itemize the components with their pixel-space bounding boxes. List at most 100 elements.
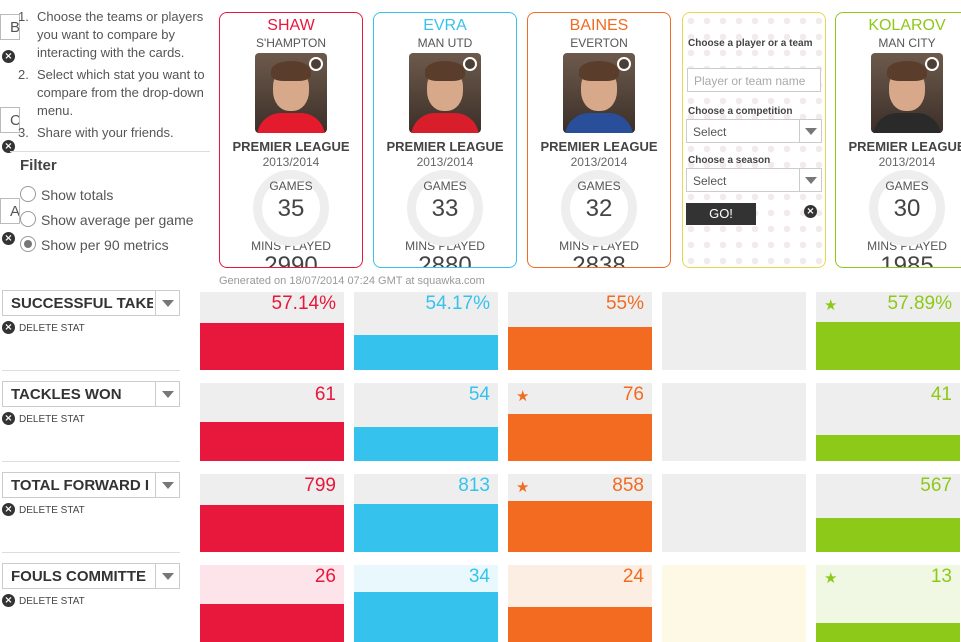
stat-value: 567 (920, 475, 952, 496)
mins-label: MINS PLAYED (251, 239, 331, 253)
radio-button[interactable] (20, 211, 36, 228)
chevron-down-icon[interactable] (155, 473, 179, 497)
player-name: SHAW (267, 17, 315, 34)
stat-select-label: SUCCESSFUL TAKE (11, 295, 153, 312)
player-card-kolarov[interactable]: KOLAROV MAN CITY PREMIER LEAGUE 2013/2014 GA… (835, 12, 961, 268)
mins-value: 2990 (264, 252, 318, 268)
hair-shape (425, 61, 465, 81)
instruction-step: 1. Choose the teams or players you want t… (18, 9, 204, 60)
stat-select[interactable]: FOULS COMMITTE (2, 563, 180, 589)
swap-icon[interactable] (309, 57, 323, 71)
season-text: 2013/2014 (570, 155, 628, 169)
delete-stat-button[interactable]: × DELETE STAT (2, 412, 85, 426)
stat-cell: 813 (354, 474, 498, 552)
player-name: EVRA (423, 17, 467, 34)
filter-option-totals[interactable]: Show totals (20, 186, 113, 204)
stat-cell: 799 (200, 474, 344, 552)
stat-select-label: TOTAL FORWARD I (11, 477, 150, 494)
stat-bar (200, 505, 344, 552)
left-dropdown-3[interactable]: A (0, 198, 20, 224)
player-card-evra[interactable]: EVRA MAN UTD PREMIER LEAGUE 2013/2014 GAMES 3… (373, 12, 517, 268)
row-divider (2, 461, 180, 462)
radio-button[interactable] (20, 186, 36, 203)
delete-stat-button[interactable]: × DELETE STAT (2, 321, 85, 335)
stat-value: 76 (622, 384, 644, 405)
hair-shape (579, 61, 619, 81)
competition-select[interactable]: Select (686, 119, 822, 143)
player-photo (563, 53, 635, 133)
stat-select[interactable]: TACKLES WON (2, 381, 180, 407)
player-card-shaw[interactable]: SHAW S'HAMPTON PREMIER LEAGUE 2013/2014 GAME… (219, 12, 363, 268)
player-card-baines[interactable]: BAINES EVERTON PREMIER LEAGUE 2013/2014 GAME… (527, 12, 671, 268)
games-value: 35 (277, 195, 305, 222)
close-icon[interactable]: × (2, 412, 15, 425)
delete-stat-label: DELETE STAT (19, 414, 85, 425)
player-search-input[interactable]: Player or team name (687, 68, 821, 92)
row-divider (2, 552, 180, 553)
delete-stat-button[interactable]: × DELETE STAT (2, 503, 85, 517)
stat-value: 61 (314, 384, 336, 405)
games-label: GAMES (269, 179, 313, 193)
swap-icon[interactable] (925, 57, 939, 71)
close-icon[interactable]: × (2, 140, 15, 153)
close-icon[interactable]: × (2, 503, 15, 516)
player-photo (871, 53, 943, 133)
mins-value: 2838 (572, 252, 626, 268)
stat-select[interactable]: TOTAL FORWARD I (2, 472, 180, 498)
left-dropdown-1[interactable]: B (0, 14, 20, 40)
stat-bar (816, 623, 960, 642)
filter-option-average[interactable]: Show average per game (20, 211, 194, 229)
chevron-down-icon[interactable] (799, 169, 821, 191)
radio-button-selected[interactable] (20, 236, 36, 253)
chevron-down-icon[interactable] (155, 291, 179, 315)
competition-name: PREMIER LEAGUE (540, 139, 658, 154)
stat-value: 57.89% (887, 293, 952, 314)
stat-select[interactable]: SUCCESSFUL TAKE (2, 290, 180, 316)
chevron-down-icon[interactable] (155, 382, 179, 406)
stat-cell (662, 383, 806, 461)
stat-cell: 61 (200, 383, 344, 461)
close-icon[interactable]: × (2, 232, 15, 245)
stat-bar (816, 435, 960, 461)
stat-value: 54.17% (425, 293, 490, 314)
chevron-down-icon[interactable] (155, 564, 179, 588)
chevron-down-icon[interactable] (799, 120, 821, 142)
stat-value: 41 (930, 384, 952, 405)
season-select[interactable]: Select (686, 168, 822, 192)
games-value: 32 (585, 195, 613, 222)
competition-name: PREMIER LEAGUE (386, 139, 504, 154)
stat-bar (508, 414, 652, 461)
shirt-shape (565, 113, 633, 133)
ring-shape (253, 170, 329, 246)
left-dropdown-2[interactable]: C (0, 107, 20, 133)
ring-shape (407, 170, 483, 246)
filter-option-per90[interactable]: Show per 90 metrics (20, 236, 169, 254)
stat-bar (200, 604, 344, 642)
close-icon[interactable]: × (2, 321, 15, 334)
delete-stat-button[interactable]: × DELETE STAT (2, 594, 85, 608)
stat-bar (354, 335, 498, 370)
close-icon[interactable]: × (2, 594, 15, 607)
go-button[interactable]: GO! (686, 203, 756, 225)
shirt-shape (257, 113, 325, 133)
stat-bar (816, 322, 960, 370)
swap-icon[interactable] (617, 57, 631, 71)
stat-value: 858 (612, 475, 644, 496)
close-icon[interactable]: × (2, 50, 15, 63)
stat-cell: ★ 57.89% (816, 292, 960, 370)
swap-icon[interactable] (463, 57, 477, 71)
games-label: GAMES (423, 179, 467, 193)
delete-stat-label: DELETE STAT (19, 596, 85, 607)
season-text: 2013/2014 (416, 155, 474, 169)
stat-bar (354, 592, 498, 642)
hair-shape (887, 61, 927, 81)
stat-cell: 57.14% (200, 292, 344, 370)
stat-bar (508, 501, 652, 552)
instruction-steps: 1. Choose the teams or players you want t… (18, 8, 213, 146)
close-icon[interactable]: × (804, 205, 817, 218)
player-photo (255, 53, 327, 133)
competition-name: PREMIER LEAGUE (232, 139, 350, 154)
competition-select-value: Select (693, 125, 727, 139)
mins-value: 1985 (880, 252, 934, 268)
games-value: 33 (431, 195, 459, 222)
